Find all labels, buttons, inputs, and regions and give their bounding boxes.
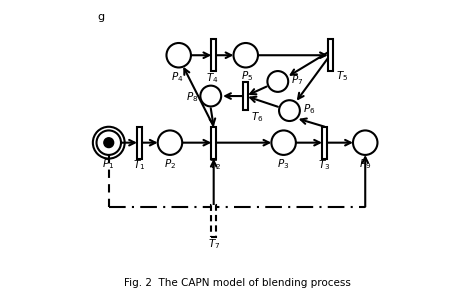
Circle shape <box>104 138 114 148</box>
Circle shape <box>353 130 377 155</box>
Text: $T_7$: $T_7$ <box>208 237 220 251</box>
Text: $T_3$: $T_3$ <box>318 159 331 172</box>
Circle shape <box>166 43 191 67</box>
Text: $P_7$: $P_7$ <box>291 73 303 87</box>
Text: $T_5$: $T_5$ <box>336 69 348 83</box>
Bar <box>211 127 216 159</box>
Bar <box>322 127 327 159</box>
Text: $P_5$: $P_5$ <box>240 69 253 83</box>
Bar <box>244 82 248 110</box>
Circle shape <box>267 71 288 92</box>
Circle shape <box>201 86 221 106</box>
Text: $P_6$: $P_6$ <box>303 102 316 116</box>
Text: $T_1$: $T_1$ <box>133 159 146 172</box>
Bar <box>211 205 216 237</box>
Text: g: g <box>97 12 104 21</box>
Bar <box>211 39 216 71</box>
Text: $P_1$: $P_1$ <box>102 158 115 171</box>
Text: $T_4$: $T_4$ <box>206 71 219 85</box>
Text: $P_9$: $P_9$ <box>359 158 372 171</box>
Circle shape <box>158 130 182 155</box>
Text: $P_3$: $P_3$ <box>277 158 290 171</box>
Circle shape <box>279 100 300 121</box>
Circle shape <box>97 130 121 155</box>
Text: Fig. 2  The CAPN model of blending process: Fig. 2 The CAPN model of blending proces… <box>124 278 350 288</box>
Text: $P_8$: $P_8$ <box>186 91 198 105</box>
Text: $T_6$: $T_6$ <box>251 110 264 124</box>
Text: $P_2$: $P_2$ <box>164 158 176 171</box>
Bar <box>137 127 142 159</box>
Bar <box>328 39 333 71</box>
Text: $T_2$: $T_2$ <box>209 159 221 172</box>
Circle shape <box>272 130 296 155</box>
Circle shape <box>234 43 258 67</box>
Text: $P_4$: $P_4$ <box>171 70 183 84</box>
